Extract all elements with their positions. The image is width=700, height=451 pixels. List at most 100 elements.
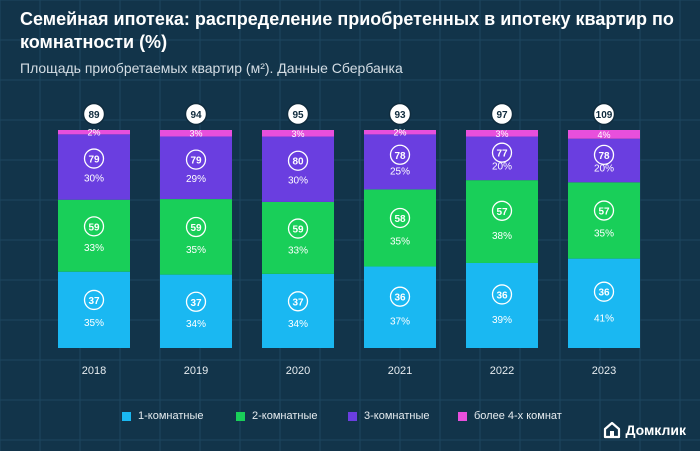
percent-label: 38% (492, 231, 512, 242)
area-badge-circle (592, 102, 616, 126)
area-badge-label: 57 (496, 207, 508, 218)
area-badge-label: 58 (394, 214, 406, 225)
area-badge-label: 94 (190, 110, 202, 121)
bar-segment (568, 258, 640, 348)
area-badge-label: 93 (394, 110, 406, 121)
area-badge-label: 59 (190, 223, 202, 234)
percent-label: 2% (87, 128, 100, 138)
area-badge-circle (287, 218, 309, 239)
bar-segment (364, 130, 436, 135)
area-badge-label: 37 (88, 296, 100, 307)
area-badge-circle (593, 200, 615, 221)
percent-label: 35% (390, 236, 410, 247)
area-badge-label: 79 (190, 156, 202, 167)
percent-label: 2% (393, 128, 406, 138)
area-badge-label: 57 (598, 207, 610, 218)
area-badge-circle (388, 102, 412, 126)
legend-item-3room: 3-комнатные (348, 410, 429, 422)
area-badge-circle (389, 144, 411, 165)
legend-label-3room: 3-комнатные (364, 410, 430, 422)
percent-label: 30% (288, 176, 308, 187)
chart-title: Семейная ипотека: распределение приобрет… (20, 9, 674, 52)
x-tick-label: 2020 (286, 365, 310, 377)
area-badge-circle (491, 200, 513, 221)
area-badge-label: 95 (292, 110, 304, 121)
area-badge-label: 59 (292, 225, 304, 236)
percent-label: 29% (186, 174, 206, 185)
percent-label: 20% (492, 161, 512, 172)
bar-segment (568, 130, 640, 139)
percent-label: 41% (594, 314, 614, 325)
legend-swatch-2room (236, 411, 245, 421)
area-badge-label: 78 (394, 151, 406, 162)
area-badge-circle (287, 150, 309, 171)
percent-label: 35% (594, 229, 614, 240)
bar-segment (160, 136, 232, 200)
percent-label: 35% (84, 318, 104, 329)
bar-segment (466, 262, 538, 348)
area-badge-label: 79 (88, 155, 100, 166)
area-badge-circle (389, 207, 411, 229)
area-badge-label: 36 (394, 293, 406, 304)
area-badge-label: 109 (596, 110, 613, 121)
area-badge-circle (389, 286, 411, 307)
legend-label-2room: 2-комнатные (252, 410, 318, 422)
x-tick-label: 2021 (388, 365, 412, 377)
x-tick-label: 2022 (490, 365, 514, 377)
area-badge-circle (82, 102, 106, 126)
bar-segment (262, 130, 334, 137)
area-badge-circle (83, 289, 105, 311)
bar-segment (466, 130, 538, 137)
bar-segment (364, 266, 436, 348)
legend-swatch-3room (348, 411, 357, 421)
x-tick-label: 2019 (184, 365, 208, 377)
chart-subtitle: Площадь приобретаемых квартир (м²). Данн… (20, 60, 403, 76)
percent-label: 34% (186, 319, 206, 330)
area-badge-label: 97 (496, 110, 508, 121)
area-badge-circle (593, 281, 615, 302)
area-badge-circle (83, 148, 105, 169)
legend: 1-комнатные 2-комнатные 3-комнатные боле… (0, 410, 600, 430)
area-badge-circle (185, 291, 207, 312)
percent-label: 34% (288, 319, 308, 330)
bar-segment (466, 180, 538, 263)
area-badge-label: 37 (190, 298, 202, 309)
area-badge-label: 77 (496, 149, 508, 160)
bar-segment (262, 136, 334, 202)
area-badge-circle (185, 149, 207, 170)
area-badge-label: 36 (598, 288, 610, 299)
area-badge-circle (287, 291, 309, 312)
area-badge-circle (185, 216, 207, 238)
legend-swatch-1room (122, 411, 131, 421)
x-tick-label: 2023 (592, 365, 616, 377)
bar-segment (364, 134, 436, 190)
legend-item-1room: 1-комнатные (122, 410, 203, 422)
legend-swatch-4room (458, 411, 467, 421)
area-badge-label: 78 (598, 151, 610, 162)
area-badge-label: 80 (292, 157, 304, 168)
percent-label: 25% (390, 167, 410, 178)
area-badge-label: 37 (292, 297, 304, 308)
stacked-bar-chart: 37 35% 59 33% 79 30% 2% 89 2018 37 34% 59 35% 79 29% 3%… (58, 102, 640, 377)
bar-segment (58, 134, 130, 200)
percent-label: 4% (597, 130, 610, 140)
area-badge-label: 59 (88, 222, 100, 233)
bar-segment (160, 130, 232, 137)
legend-label-4room: более 4-х комнат (474, 410, 562, 422)
percent-label: 30% (84, 174, 104, 185)
area-badge-circle (83, 216, 105, 237)
percent-label: 35% (186, 245, 206, 256)
percent-label: 33% (288, 245, 308, 256)
x-tick-label: 2018 (82, 365, 106, 377)
percent-label: 39% (492, 315, 512, 326)
percent-label: 3% (189, 129, 202, 139)
bar-segment (58, 130, 130, 135)
house-logo-icon (604, 421, 621, 439)
area-badge-label: 89 (88, 110, 100, 121)
area-badge-label: 36 (496, 290, 508, 301)
area-badge-circle (490, 102, 514, 126)
area-badge-circle (491, 142, 513, 163)
area-badge-circle (593, 144, 615, 166)
brand-logo: Домклик (603, 421, 686, 439)
percent-label: 3% (495, 129, 508, 139)
